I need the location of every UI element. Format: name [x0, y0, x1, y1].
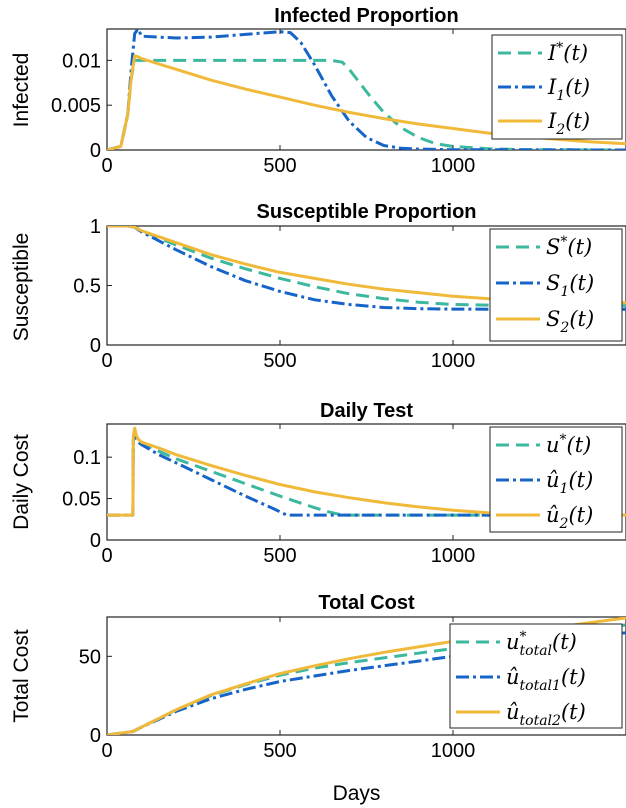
legend-entry: S*(t): [546, 234, 592, 259]
y-tick-label: 0: [90, 140, 101, 162]
legend: S*(t) S1(t) S2(t): [489, 228, 623, 342]
y-axis-label: Susceptible: [10, 233, 33, 342]
series-line-1: [107, 58, 626, 150]
y-tick-label: 0.05: [62, 489, 101, 511]
x-tick-label: 1000: [431, 545, 476, 567]
x-tick-label: 500: [263, 155, 296, 177]
y-axis-label: Infected: [10, 53, 33, 128]
x-axis-label: Days: [333, 782, 381, 805]
x-tick-label: 0: [101, 740, 112, 762]
legend-entry: S1(t): [546, 271, 594, 300]
x-tick-label: 500: [263, 545, 296, 567]
chart-panel-3: Daily Test Daily Cost 0 500 1000 0 0.05 0.1 u*(t…: [10, 400, 626, 567]
x-tick-label: 500: [263, 350, 296, 372]
legend-entry: u* total(t): [506, 629, 577, 659]
x-tick-label: 1000: [431, 740, 476, 762]
series-line-3: [107, 426, 626, 517]
y-tick-label: 1: [90, 216, 101, 238]
y-tick-label: 0.1: [73, 447, 101, 469]
x-tick-label: 0: [101, 350, 112, 372]
chart-panel-4: Total Cost Total Cost 0 500 1000 0 50 Days u* tot…: [10, 592, 626, 805]
x-tick-label: 1000: [431, 155, 476, 177]
legend-entry: u*(t): [546, 432, 591, 457]
y-tick-label: 0.5: [73, 276, 101, 298]
y-tick-label: 0: [90, 725, 101, 747]
x-tick-label: 0: [101, 545, 112, 567]
y-axis-label: Total Cost: [10, 629, 33, 723]
chart-panel-1: Infected Proportion Infected 0 500 1000 0 0.00…: [10, 5, 626, 177]
x-tick-label: 500: [263, 740, 296, 762]
legend-box: [489, 228, 623, 342]
x-tick-label: 1000: [431, 350, 476, 372]
chart-title: Total Cost: [318, 592, 415, 614]
legend-entry: û1(t): [546, 468, 593, 497]
legend-entry: û2(t): [546, 503, 593, 532]
legend-entry: I2(t): [547, 109, 590, 138]
legend-entry: S2(t): [546, 307, 594, 336]
chart-title: Susceptible Proportion: [256, 201, 476, 223]
y-tick-label: 0.005: [51, 95, 101, 117]
y-tick-label: 0: [90, 530, 101, 552]
y-tick-label: 0: [90, 335, 101, 357]
chart-title: Daily Test: [320, 400, 413, 422]
legend-entry: I1(t): [547, 75, 590, 104]
y-tick-label: 50: [79, 646, 101, 668]
legend-entry: ûtotal1(t): [506, 665, 586, 694]
legend-entry: I*(t): [547, 40, 588, 65]
y-axis-label: Daily Cost: [10, 434, 33, 530]
y-tick-label: 0.01: [62, 50, 101, 72]
legend-entry: ûtotal2(t): [506, 700, 586, 729]
legend: u*(t) û1(t) û2(t): [489, 426, 623, 533]
legend: I*(t) I1(t) I2(t): [491, 34, 623, 140]
legend: u* total(t) ûtotal1(t) ûtotal2(t): [449, 623, 623, 729]
chart-title: Infected Proportion: [274, 5, 458, 27]
x-tick-label: 0: [101, 155, 112, 177]
